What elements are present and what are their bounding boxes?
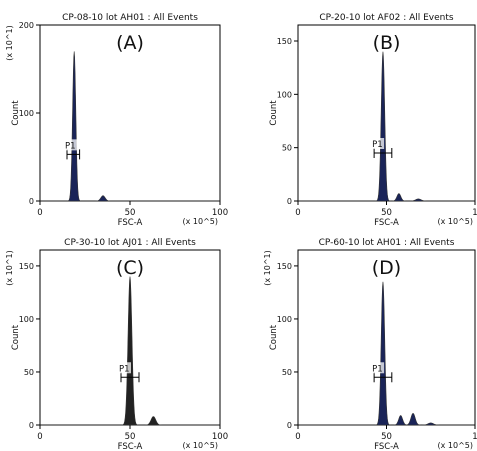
chart-panel: CP-30-10 lot AJ01 : All Events P1 (C) 0 50 10… — [5, 238, 228, 451]
y-tick-label: 100 — [19, 315, 34, 324]
histogram-series — [40, 51, 220, 202]
y-tick-label: 100 — [19, 109, 34, 118]
histogram-series — [298, 51, 475, 202]
y-unit-label: (x 10^1) — [5, 25, 14, 61]
panel-label: (A) — [116, 32, 144, 54]
x-tick-label: 50 — [381, 432, 392, 442]
y-tick-label: 0 — [29, 421, 34, 430]
x-unit-label: (x 10^5) — [183, 217, 219, 226]
panel-label: (C) — [116, 257, 144, 279]
x-tick-label: 0 — [37, 432, 42, 442]
y-tick-label: 50 — [282, 368, 292, 377]
gate-label: P1 — [372, 364, 383, 374]
gate-p1: P1 — [63, 139, 81, 160]
y-tick-label: 150 — [277, 37, 292, 46]
x-tick-label: 0 — [295, 208, 300, 218]
x-tick-label: 50 — [125, 208, 136, 218]
y-tick-label: 0 — [287, 421, 292, 430]
chart-panel: CP-60-10 lot AH01 : All Events P1 (D) 0 50 1 F… — [263, 238, 477, 451]
x-tick-label: 0 — [295, 432, 300, 442]
y-axis-label: Count — [269, 100, 279, 126]
gate-label-bg — [117, 362, 131, 374]
x-tick-label: 100 — [212, 208, 228, 218]
y-tick-label: 150 — [19, 262, 34, 271]
histogram-series — [40, 276, 220, 426]
y-tick-label: 150 — [277, 262, 292, 271]
y-tick-label: 200 — [19, 21, 34, 30]
gate-label-bg — [370, 138, 385, 149]
x-tick-label: 50 — [381, 208, 392, 218]
x-tick-label: 1 — [472, 208, 477, 218]
y-axis-label: Count — [269, 324, 279, 350]
chart-panel: CP-20-10 lot AF02 : All Events P1 (B) 0 50 1 F… — [269, 13, 477, 228]
y-tick-label: 0 — [287, 197, 292, 206]
chart-title: CP-20-10 lot AF02 : All Events — [319, 13, 454, 23]
y-axis-label: Count — [11, 100, 21, 126]
chart-title: CP-60-10 lot AH01 : All Events — [319, 238, 455, 248]
x-tick-label: 100 — [212, 432, 228, 442]
x-axis-label: FSC-A — [374, 442, 399, 451]
gate-p1: P1 — [370, 138, 393, 158]
gate-p1: P1 — [117, 362, 140, 383]
x-tick-label: 50 — [125, 432, 136, 442]
chart-title: CP-30-10 lot AJ01 : All Events — [64, 238, 196, 248]
gate-p1: P1 — [370, 362, 393, 383]
x-tick-label: 1 — [472, 432, 477, 442]
x-axis-label: FSC-A — [118, 218, 143, 228]
gate-label-bg — [63, 139, 77, 151]
x-unit-label: (x 10^5) — [183, 441, 219, 450]
panel-label: (B) — [373, 32, 401, 54]
x-unit-label: (x 10^5) — [438, 217, 474, 226]
x-tick-label: 0 — [37, 208, 42, 218]
y-tick-label: 50 — [24, 368, 34, 377]
chart-panel: CP-08-10 lot AH01 : All Events P1 (A) 0 50 10… — [5, 13, 228, 228]
y-tick-label: 100 — [277, 90, 292, 99]
y-unit-label: (x 10^1) — [263, 250, 272, 286]
chart-title: CP-08-10 lot AH01 : All Events — [62, 13, 198, 23]
x-unit-label: (x 10^5) — [438, 441, 474, 450]
x-axis-label: FSC-A — [118, 442, 143, 451]
x-axis-label: FSC-A — [374, 218, 399, 228]
gate-label: P1 — [119, 364, 130, 374]
histogram-series — [298, 281, 475, 426]
y-tick-label: 100 — [277, 315, 292, 324]
y-tick-label: 50 — [282, 144, 292, 153]
gate-label-bg — [370, 362, 385, 374]
y-tick-label: 0 — [29, 197, 34, 206]
panel-label: (D) — [372, 257, 401, 279]
gate-label: P1 — [65, 141, 76, 151]
y-axis-label: Count — [11, 324, 21, 350]
y-unit-label: (x 10^1) — [5, 250, 14, 286]
gate-label: P1 — [372, 140, 383, 150]
